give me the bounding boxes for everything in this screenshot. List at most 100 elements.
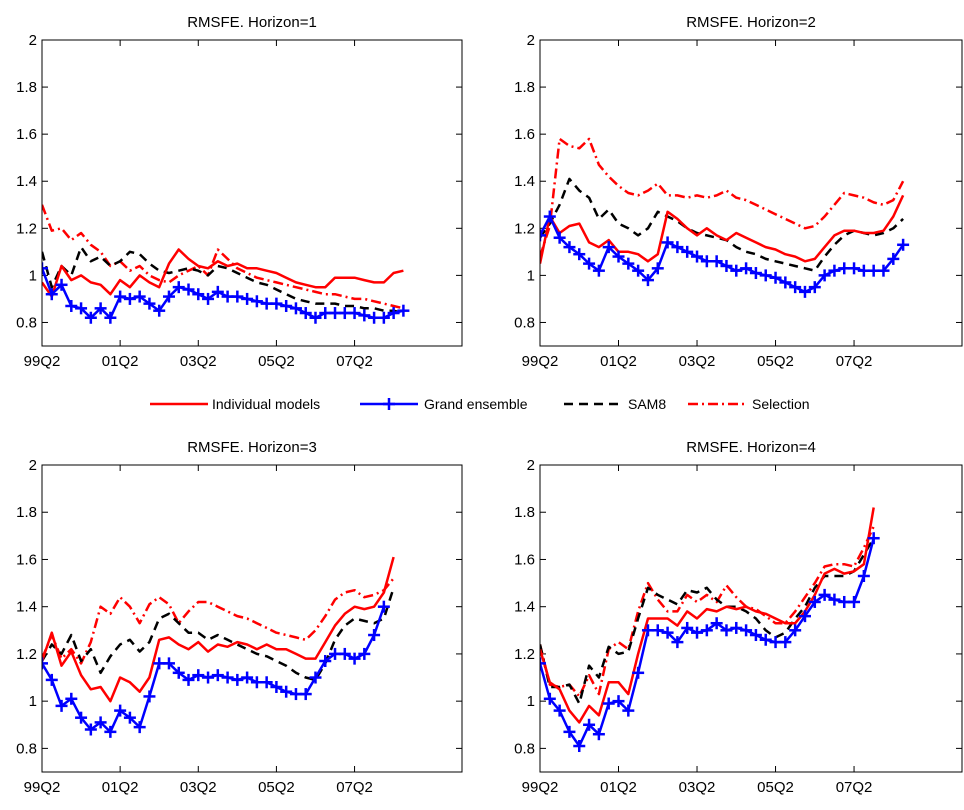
series-group	[540, 137, 910, 298]
legend-marker-grand-ensemble	[383, 398, 395, 410]
y-tick-label: 2	[29, 32, 37, 49]
data-point-grand-ensemble	[897, 238, 910, 251]
data-point-grand-ensemble	[700, 624, 713, 637]
axes-box	[41, 39, 463, 347]
x-tick-label: 05Q2	[258, 779, 295, 796]
data-point-grand-ensemble	[808, 281, 821, 294]
plot-area	[42, 40, 462, 346]
data-point-grand-ensemble	[877, 264, 890, 277]
data-point-grand-ensemble	[211, 285, 224, 298]
data-point-grand-ensemble	[358, 647, 371, 660]
series-line-selection	[42, 577, 395, 665]
data-point-grand-ensemble	[691, 250, 704, 263]
data-point-grand-ensemble	[848, 262, 861, 275]
series-line-individual-models	[540, 507, 875, 724]
data-point-grand-ensemble	[221, 671, 234, 684]
legend-label-sam8: SAM8	[628, 396, 666, 412]
data-point-grand-ensemble	[65, 299, 78, 312]
data-point-grand-ensemble	[651, 624, 664, 637]
data-point-grand-ensemble	[250, 295, 263, 308]
y-tick-label: 2	[29, 457, 37, 474]
axes-box	[539, 39, 963, 347]
data-point-grand-ensemble	[182, 673, 195, 686]
data-point-grand-ensemble	[798, 610, 811, 623]
data-point-grand-ensemble	[260, 676, 273, 689]
data-point-grand-ensemble	[162, 290, 175, 303]
data-point-grand-ensemble	[338, 647, 351, 660]
data-point-grand-ensemble	[75, 302, 88, 315]
data-point-grand-ensemble	[65, 692, 78, 705]
data-point-grand-ensemble	[632, 666, 645, 679]
data-point-grand-ensemble	[592, 264, 605, 277]
data-point-grand-ensemble	[94, 302, 107, 315]
data-point-grand-ensemble	[543, 692, 556, 705]
y-tick-label: 1.6	[514, 551, 535, 568]
y-tick-label: 0.8	[16, 740, 37, 757]
legend-label-selection: Selection	[752, 396, 810, 412]
series-line-sam8	[42, 245, 404, 315]
data-point-grand-ensemble	[348, 652, 361, 665]
chart-panel-h1: RMSFE. Horizon=1 0.8 1 1.2 1.4 1.6 1.8 2 99Q2 01Q…	[16, 14, 463, 370]
x-tick-label: 03Q2	[180, 779, 217, 796]
data-point-grand-ensemble	[740, 624, 753, 637]
data-point-grand-ensemble	[319, 655, 332, 668]
data-point-grand-ensemble	[612, 250, 625, 263]
series-line-selection	[540, 525, 875, 698]
data-point-grand-ensemble	[818, 588, 831, 601]
chart-title: RMSFE. Horizon=2	[686, 14, 816, 31]
data-point-grand-ensemble	[553, 231, 566, 244]
data-point-grand-ensemble	[730, 264, 743, 277]
data-point-grand-ensemble	[681, 245, 694, 258]
y-tick-label: 1.4	[514, 173, 535, 190]
data-point-grand-ensemble	[779, 276, 792, 289]
series-line-individual-models	[42, 248, 404, 298]
data-point-grand-ensemble	[651, 262, 664, 275]
series-line-individual-models	[42, 556, 395, 703]
x-tick-label: 99Q2	[522, 779, 559, 796]
y-tick-label: 1.4	[514, 599, 535, 616]
y-tick-label: 1	[29, 693, 37, 710]
data-point-grand-ensemble	[808, 595, 821, 608]
data-point-grand-ensemble	[270, 680, 283, 693]
data-point-grand-ensemble	[681, 621, 694, 634]
y-tick-label: 1	[29, 267, 37, 284]
x-tick-label: 01Q2	[102, 779, 139, 796]
chart-panel-h2: RMSFE. Horizon=2 0.8 1 1.2 1.4 1.6 1.8 2 99Q2 01Q…	[514, 14, 963, 370]
data-point-grand-ensemble	[759, 633, 772, 646]
y-tick-label: 0.8	[514, 740, 535, 757]
data-point-grand-ensemble	[710, 617, 723, 630]
data-point-grand-ensemble	[602, 697, 615, 710]
data-point-grand-ensemble	[789, 624, 802, 637]
y-tick-label: 1.4	[16, 173, 37, 190]
data-point-grand-ensemble	[211, 669, 224, 682]
data-point-grand-ensemble	[867, 532, 880, 545]
y-tick-label: 1.6	[16, 126, 37, 143]
data-point-grand-ensemble	[172, 281, 185, 294]
data-point-grand-ensemble	[887, 252, 900, 265]
chart-panel-h4: RMSFE. Horizon=4 0.8 1 1.2 1.4 1.6 1.8 2 99Q2 01Q…	[514, 439, 963, 796]
data-point-grand-ensemble	[299, 307, 312, 320]
legend-label-individual-models: Individual models	[212, 396, 320, 412]
data-point-grand-ensemble	[720, 259, 733, 272]
legend-item-individual-models: Individual models	[150, 396, 320, 412]
x-tick-label: 03Q2	[679, 353, 716, 370]
series-line-selection	[42, 204, 404, 310]
y-tick-label: 1.6	[16, 551, 37, 568]
legend: Individual models Grand ensemble SAM8 Se…	[138, 390, 836, 418]
plot-area	[540, 465, 962, 772]
legend-item-grand-ensemble: Grand ensemble	[360, 396, 528, 412]
data-point-grand-ensemble	[540, 229, 546, 242]
data-point-grand-ensemble	[280, 685, 293, 698]
data-point-grand-ensemble	[749, 629, 762, 642]
data-point-grand-ensemble	[192, 669, 205, 682]
data-point-grand-ensemble	[202, 292, 215, 305]
y-tick-label: 1.2	[16, 646, 37, 663]
data-point-grand-ensemble	[289, 302, 302, 315]
axes-box	[539, 464, 963, 773]
data-point-grand-ensemble	[540, 657, 546, 670]
series-group	[42, 204, 410, 324]
data-point-grand-ensemble	[377, 600, 390, 613]
data-point-grand-ensemble	[661, 236, 674, 249]
